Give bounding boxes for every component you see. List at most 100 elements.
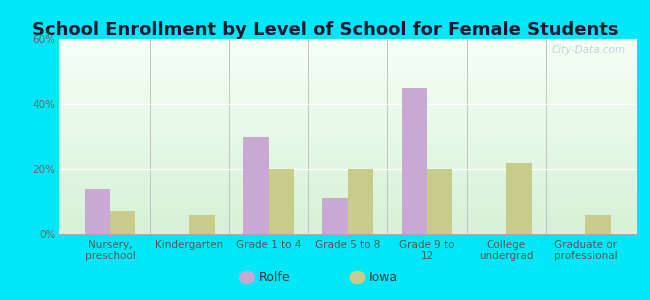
Bar [58, 140, 637, 142]
Bar [58, 172, 637, 173]
Bar [58, 166, 637, 168]
Bar [58, 158, 637, 160]
Bar [58, 53, 637, 55]
Bar [58, 142, 637, 144]
Bar [58, 68, 637, 70]
Bar [58, 84, 637, 86]
Bar [58, 220, 637, 222]
Bar [58, 191, 637, 193]
Bar [58, 129, 637, 130]
Bar [58, 195, 637, 197]
Bar [58, 105, 637, 107]
Bar [58, 64, 637, 66]
Bar [58, 146, 637, 148]
Bar [58, 148, 637, 150]
Bar [58, 131, 637, 133]
Bar [58, 185, 637, 187]
Bar [58, 193, 637, 195]
Bar [58, 224, 637, 226]
Bar [58, 76, 637, 78]
Bar [110, 211, 135, 234]
Text: Iowa: Iowa [369, 271, 398, 284]
Bar [58, 92, 637, 94]
Bar [58, 45, 637, 47]
Bar [58, 187, 637, 189]
Text: School Enrollment by Level of School for Female Students: School Enrollment by Level of School for… [32, 21, 618, 39]
Bar [58, 211, 637, 212]
Bar [58, 62, 637, 64]
Bar [58, 94, 637, 95]
Bar [84, 188, 110, 234]
Bar [58, 107, 637, 109]
Bar [58, 115, 637, 117]
Bar [58, 156, 637, 158]
Bar [58, 113, 637, 115]
Bar [58, 80, 637, 82]
Bar [58, 152, 637, 154]
Bar [58, 181, 637, 183]
Bar [58, 58, 637, 61]
Bar [58, 144, 637, 146]
Bar [58, 209, 637, 211]
Bar [58, 60, 637, 62]
Bar [58, 179, 637, 181]
Bar [58, 55, 637, 56]
Bar [58, 164, 637, 166]
Bar [58, 230, 637, 232]
Bar [58, 154, 637, 156]
Bar [58, 117, 637, 119]
Bar [58, 78, 637, 80]
Bar [58, 72, 637, 74]
Bar [58, 43, 637, 45]
Bar [58, 214, 637, 217]
Bar [58, 160, 637, 162]
Bar [58, 173, 637, 175]
Bar [58, 205, 637, 207]
Bar [58, 134, 637, 136]
Bar [58, 176, 637, 177]
Bar [58, 88, 637, 90]
Bar [58, 226, 637, 228]
Text: Rolfe: Rolfe [259, 271, 291, 284]
Bar [268, 169, 294, 234]
Bar [58, 66, 637, 68]
Bar [58, 183, 637, 185]
Bar [58, 127, 637, 129]
Bar [58, 39, 637, 41]
Bar [58, 70, 637, 72]
Bar [58, 232, 637, 234]
Bar [58, 212, 637, 214]
Text: City-Data.com: City-Data.com [551, 45, 625, 55]
Bar [58, 109, 637, 111]
Bar [58, 138, 637, 140]
Bar [58, 168, 637, 170]
Bar [58, 201, 637, 203]
Bar [402, 88, 427, 234]
Bar [243, 136, 268, 234]
Bar [58, 49, 637, 51]
Bar [58, 133, 637, 134]
Bar [58, 74, 637, 76]
Bar [58, 41, 637, 43]
Bar [58, 207, 637, 209]
Bar [58, 47, 637, 49]
Bar [58, 99, 637, 101]
Bar [58, 203, 637, 205]
Bar [58, 136, 637, 138]
Bar [58, 95, 637, 98]
Bar [58, 121, 637, 123]
Bar [58, 197, 637, 199]
Bar [58, 218, 637, 220]
Bar [58, 56, 637, 58]
Bar [58, 170, 637, 172]
Bar [58, 82, 637, 84]
Bar [427, 169, 452, 234]
Bar [58, 217, 637, 218]
Bar [58, 101, 637, 103]
Bar [58, 125, 637, 127]
Bar [189, 214, 214, 234]
Bar [58, 103, 637, 105]
Bar [322, 198, 348, 234]
Bar [58, 51, 637, 53]
Bar [58, 98, 637, 100]
